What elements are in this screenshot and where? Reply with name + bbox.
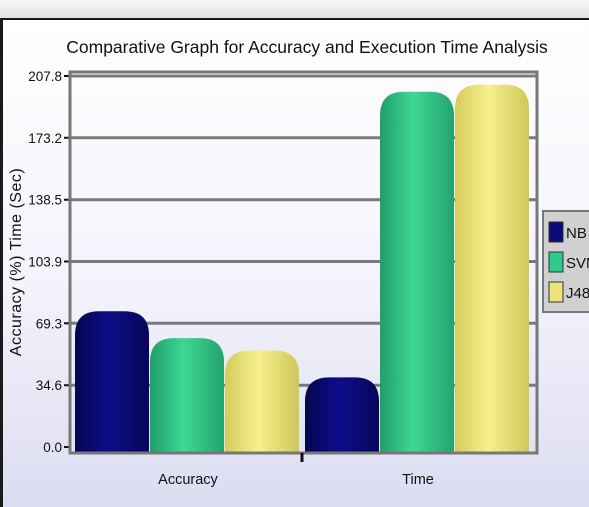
y-tick-label: 34.6	[36, 378, 62, 393]
bar-j48-accuracy	[225, 350, 299, 452]
legend-label: J48	[566, 285, 589, 302]
legend-swatch	[548, 281, 564, 303]
bar-nb-time	[305, 377, 379, 452]
bars	[75, 84, 529, 453]
bar-svm-accuracy	[150, 338, 224, 452]
legend: NB SVN J48	[542, 210, 589, 313]
legend-swatch	[548, 221, 564, 243]
x-category-label: Time	[402, 472, 434, 488]
y-tick-label: 103.9	[28, 255, 62, 270]
legend-label: NB	[566, 225, 587, 242]
legend-label: SVN	[566, 255, 589, 272]
y-tick-labels: 0.0 34.6 69.3 103.9 138.5 173.2 207.8	[28, 69, 70, 455]
bar-j48-time	[455, 84, 529, 453]
x-category-labels: Accuracy Time	[158, 472, 434, 488]
chart-title: Comparative Graph for Accuracy and Execu…	[66, 37, 548, 57]
bar-nb-accuracy	[75, 311, 149, 452]
y-tick-label: 69.3	[36, 316, 62, 331]
bar-svm-time	[380, 91, 454, 453]
legend-swatch	[548, 251, 564, 273]
y-tick-label: 207.8	[28, 69, 62, 84]
y-tick-label: 0.0	[43, 440, 62, 455]
y-axis-label: Accuracy (%) Time (Sec)	[8, 168, 25, 356]
x-category-label: Accuracy	[158, 472, 218, 488]
y-tick-label: 173.2	[28, 131, 62, 146]
y-tick-label: 138.5	[28, 193, 62, 208]
